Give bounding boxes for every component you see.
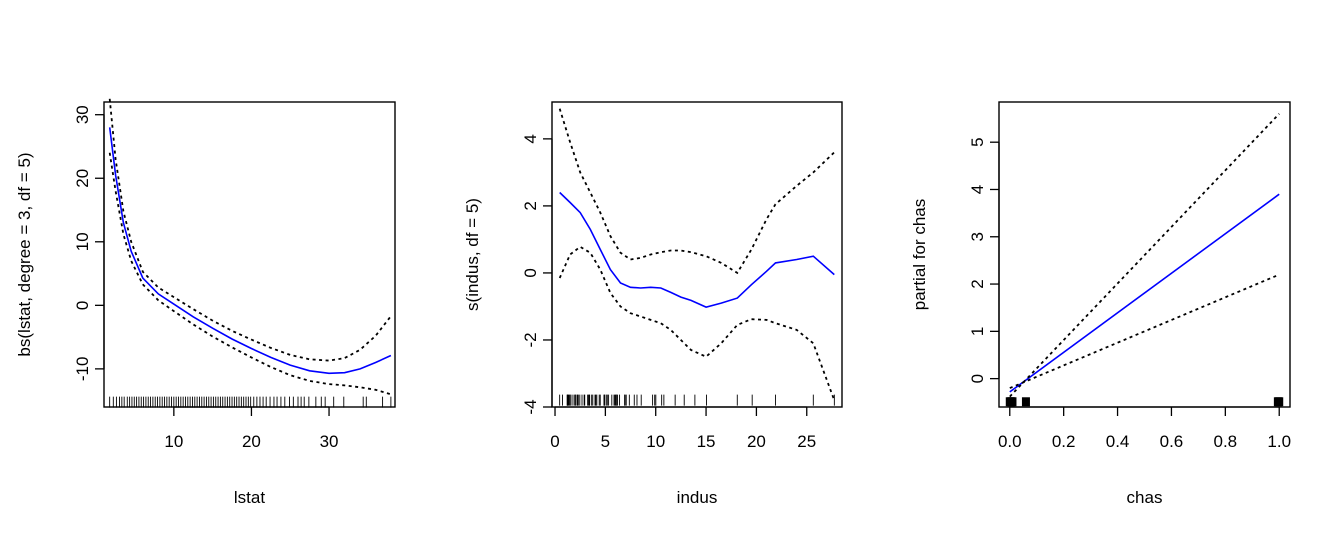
axis-ticks: 0 5 10 15 20 25 -4 -2 0 2 4 xyxy=(521,134,816,451)
x-axis-label: chas xyxy=(1127,488,1163,507)
x-tick-label: 0.8 xyxy=(1214,432,1238,451)
y-tick-label: 20 xyxy=(73,169,92,188)
axis-ticks: 10 20 30 -10 0 10 20 30 xyxy=(73,105,339,451)
series-upper-line xyxy=(558,108,835,275)
y-axis-label: s(indus, df = 5) xyxy=(463,198,482,311)
series-fit-line xyxy=(559,191,835,308)
x-tick-label: 0.0 xyxy=(998,432,1022,451)
series-lower-line xyxy=(558,245,836,401)
series-upper-line xyxy=(108,98,392,362)
x-tick-label: 30 xyxy=(320,432,339,451)
x-tick-label: 10 xyxy=(164,432,183,451)
y-axis-label: bs(lstat, degree = 3, df = 5) xyxy=(15,152,34,356)
y-axis-label: partial for chas xyxy=(910,199,929,311)
y-tick-label: 4 xyxy=(968,185,987,194)
panel-lstat: 10 20 30 -10 0 10 20 30 lstat bs(lstat, degree … xyxy=(15,98,396,507)
y-tick-label: 10 xyxy=(73,232,92,251)
x-tick-label: 15 xyxy=(697,432,716,451)
series-lower-line xyxy=(1009,273,1280,389)
panel-indus: 0 5 10 15 20 25 -4 -2 0 2 4 indus s(indus, df = 5) xyxy=(463,101,843,507)
series-upper-line xyxy=(1009,113,1280,398)
panel-chas: 0.0 0.2 0.4 0.6 0.8 1.0 0 1 2 3 4 5 chas partial fo… xyxy=(910,101,1291,507)
x-tick-label: 0.4 xyxy=(1106,432,1130,451)
rug-mark xyxy=(1021,397,1030,407)
y-tick-label: 4 xyxy=(521,134,540,143)
y-tick-label: 3 xyxy=(968,232,987,241)
series-fit-line xyxy=(1009,193,1280,393)
x-tick-label: 0.6 xyxy=(1160,432,1184,451)
y-tick-label: 5 xyxy=(968,137,987,146)
series-fit-line xyxy=(108,127,392,375)
y-tick-label: -10 xyxy=(73,357,92,382)
y-tick-label: -2 xyxy=(521,332,540,347)
y-tick-label: 0 xyxy=(968,374,987,383)
series-lower-line xyxy=(108,152,392,396)
x-tick-label: 5 xyxy=(601,432,610,451)
y-tick-label: 0 xyxy=(73,301,92,310)
y-tick-label: 1 xyxy=(968,327,987,336)
plot-frame xyxy=(551,101,843,408)
x-tick-label: 25 xyxy=(797,432,816,451)
y-tick-label: 30 xyxy=(73,105,92,124)
x-tick-label: 0 xyxy=(550,432,559,451)
plot-marks xyxy=(108,98,392,408)
x-axis-label: lstat xyxy=(234,488,265,507)
plot-marks xyxy=(1005,113,1284,407)
x-tick-label: 20 xyxy=(242,432,261,451)
x-axis-label: indus xyxy=(677,488,718,507)
rug-mark xyxy=(1008,397,1017,407)
x-tick-label: 0.2 xyxy=(1052,432,1076,451)
x-tick-label: 1.0 xyxy=(1267,432,1291,451)
x-tick-label: 20 xyxy=(747,432,766,451)
rug-mark xyxy=(1275,397,1284,407)
y-tick-label: 2 xyxy=(968,279,987,288)
plot-marks xyxy=(558,108,836,406)
axis-ticks: 0.0 0.2 0.4 0.6 0.8 1.0 0 1 2 3 4 5 xyxy=(968,137,1291,451)
y-tick-label: 2 xyxy=(521,201,540,210)
y-tick-label: 0 xyxy=(521,268,540,277)
plot-frame xyxy=(103,101,396,408)
x-tick-label: 10 xyxy=(646,432,665,451)
y-tick-label: -4 xyxy=(521,399,540,414)
